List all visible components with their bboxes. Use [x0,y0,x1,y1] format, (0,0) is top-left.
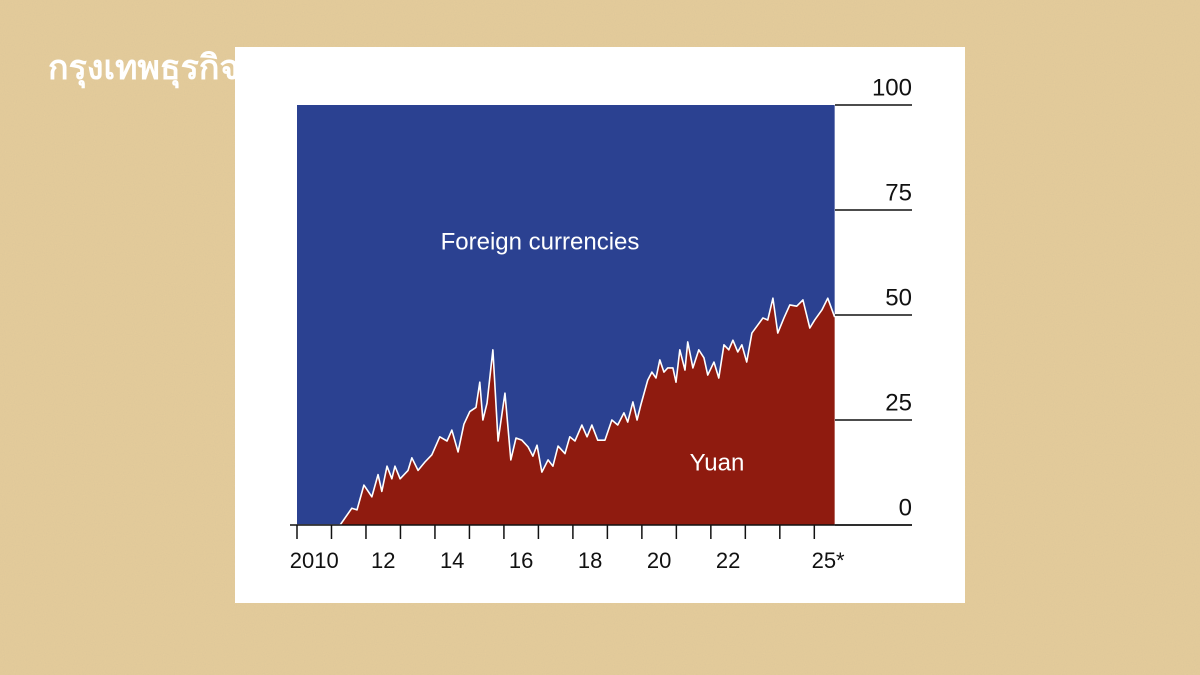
area-1 [297,105,835,525]
x-tick-label: 18 [578,548,602,573]
watermark: กรุงเทพธุรกิจ [48,49,239,89]
y-tick-label: 75 [885,179,912,206]
x-tick-label: 22 [716,548,740,573]
y-tick-label: 0 [899,494,912,521]
x-tick-label: 25* [812,548,845,573]
x-tick-label: 16 [509,548,533,573]
x-tick-label: 2010 [290,548,339,573]
x-tick-label: 12 [371,548,395,573]
annotation: Yuan [690,449,745,476]
area-0 [297,298,835,525]
y-tick-label: 25 [885,389,912,416]
annotation: Foreign currencies [441,228,640,255]
x-tick-label: 14 [440,548,464,573]
x-tick-label: 20 [647,548,671,573]
y-tick-label: 50 [885,284,912,311]
y-tick-label: 100 [872,74,912,101]
boundary-line [297,297,836,526]
